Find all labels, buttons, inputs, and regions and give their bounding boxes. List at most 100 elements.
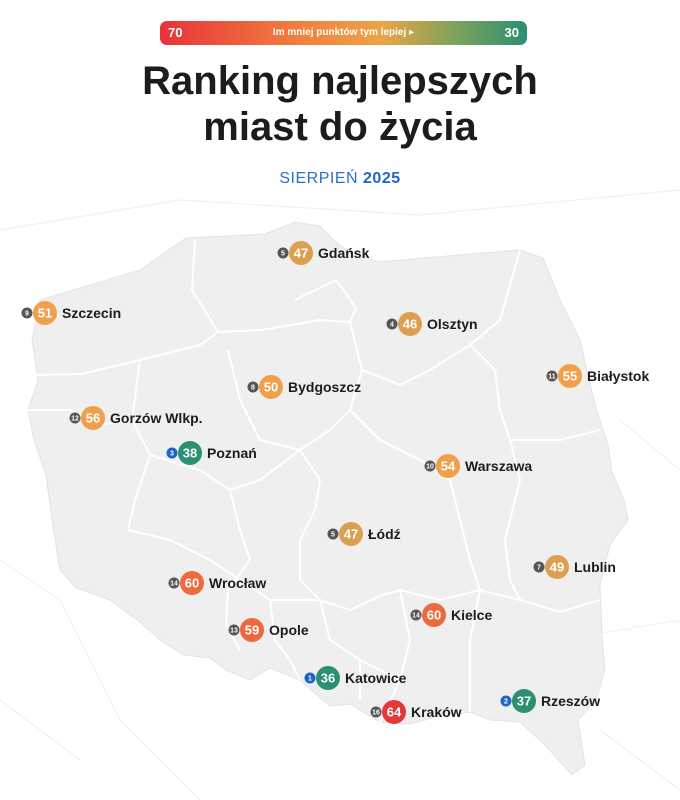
city-marker-szczecin: 9 51 Szczecin (21, 301, 121, 325)
score-value: 51 (38, 306, 52, 321)
score-value: 38 (183, 446, 197, 461)
score-value: 55 (563, 369, 577, 384)
city-name: Lublin (574, 559, 616, 575)
score-value: 36 (321, 671, 335, 686)
rank-number: 14 (412, 613, 420, 620)
score-badge (178, 441, 202, 465)
city-marker-lodz: 5 47 Łódź (327, 522, 401, 546)
rank-number: 9 (25, 311, 29, 318)
title-line-2: miast do życia (203, 105, 477, 149)
rank-number: 1 (308, 676, 312, 683)
score-value: 64 (387, 705, 402, 720)
rank-badge (386, 318, 398, 330)
city-marker-krakow: 16 64 Kraków (370, 700, 462, 724)
rank-badge (546, 370, 558, 382)
city-marker-kielce: 14 60 Kielce (410, 603, 492, 627)
score-badge (33, 301, 57, 325)
city-name: Poznań (207, 445, 257, 461)
score-badge (382, 700, 406, 724)
score-badge (339, 522, 363, 546)
rank-badge (500, 695, 512, 707)
city-marker-rzeszow: 2 37 Rzeszów (500, 689, 600, 713)
city-marker-bialystok: 11 55 Białystok (546, 364, 649, 388)
city-name: Białystok (587, 368, 649, 384)
rank-number: 11 (548, 374, 556, 381)
score-badge (180, 571, 204, 595)
score-value: 47 (294, 246, 308, 261)
subtitle-date: SIERPIEŃ 2025 (0, 170, 680, 188)
rank-badge (424, 460, 436, 472)
rank-number: 16 (372, 710, 380, 717)
score-value: 50 (264, 380, 278, 395)
rank-number: 10 (426, 464, 434, 471)
score-value: 49 (550, 560, 564, 575)
city-marker-opole: 13 59 Opole (228, 618, 309, 642)
city-marker-poznan: 3 38 Poznań (166, 441, 257, 465)
score-badge (289, 241, 313, 265)
rank-badge (533, 561, 545, 573)
scale-hint: Im mniej punktów tym lepiej ▸ (272, 27, 415, 38)
city-name: Łódź (368, 526, 401, 542)
rank-number: 4 (390, 322, 394, 329)
score-value: 37 (517, 694, 531, 709)
city-marker-lublin: 7 49 Lublin (533, 555, 616, 579)
rank-number: 5 (331, 532, 335, 539)
score-badge (512, 689, 536, 713)
city-name: Gorzów Wlkp. (110, 410, 203, 426)
rank-badge (21, 307, 33, 319)
score-badge (545, 555, 569, 579)
rank-number: 7 (537, 565, 541, 572)
city-marker-warszawa: 10 54 Warszawa (424, 454, 532, 478)
city-marker-wroclaw: 14 60 Wrocław (168, 571, 266, 595)
score-badge (259, 375, 283, 399)
rank-badge (277, 247, 289, 259)
score-badge (81, 406, 105, 430)
rank-badge (228, 624, 240, 636)
score-value: 46 (403, 317, 417, 332)
city-marker-bydgoszcz: 8 50 Bydgoszcz (247, 375, 361, 399)
rank-number: 8 (251, 385, 255, 392)
background-lines (0, 189, 680, 800)
rank-badge (247, 381, 259, 393)
city-name: Katowice (345, 670, 407, 686)
score-value: 47 (344, 527, 358, 542)
rank-number: 2 (504, 699, 508, 706)
city-marker-katowice: 1 36 Katowice (304, 666, 407, 690)
city-name: Warszawa (465, 458, 532, 474)
city-name: Szczecin (62, 305, 121, 321)
city-name: Gdańsk (318, 245, 370, 261)
subtitle-month: SIERPIEŃ (279, 170, 359, 187)
city-marker-gdansk: 5 47 Gdańsk (277, 241, 370, 265)
region-borders (28, 239, 601, 723)
rank-badge (168, 577, 180, 589)
score-value: 54 (441, 459, 456, 474)
city-name: Rzeszów (541, 693, 600, 709)
score-scale-bar: 70 Im mniej punktów tym lepiej ▸ 30 (160, 21, 527, 45)
rank-badge (304, 672, 316, 684)
rank-badge (410, 609, 422, 621)
scale-min-value: 70 (168, 25, 183, 40)
score-value: 56 (86, 411, 100, 426)
city-name: Kielce (451, 607, 492, 623)
city-name: Olsztyn (427, 316, 478, 332)
score-badge (436, 454, 460, 478)
score-value: 60 (427, 608, 441, 623)
score-badge (398, 312, 422, 336)
rank-badge (327, 528, 339, 540)
page-title: Ranking najlepszych miast do życia (0, 58, 680, 150)
rank-number: 14 (170, 581, 178, 588)
rank-badge (166, 447, 178, 459)
city-name: Opole (269, 622, 309, 638)
score-value: 59 (245, 623, 259, 638)
score-badge (558, 364, 582, 388)
score-badge (422, 603, 446, 627)
subtitle-year: 2025 (363, 170, 401, 187)
rank-number: 13 (230, 628, 238, 635)
score-badge (240, 618, 264, 642)
rank-badge (69, 412, 81, 424)
score-value: 60 (185, 576, 199, 591)
city-marker-gorzow-wlkp: 12 56 Gorzów Wlkp. (69, 406, 203, 430)
rank-number: 5 (281, 251, 285, 258)
